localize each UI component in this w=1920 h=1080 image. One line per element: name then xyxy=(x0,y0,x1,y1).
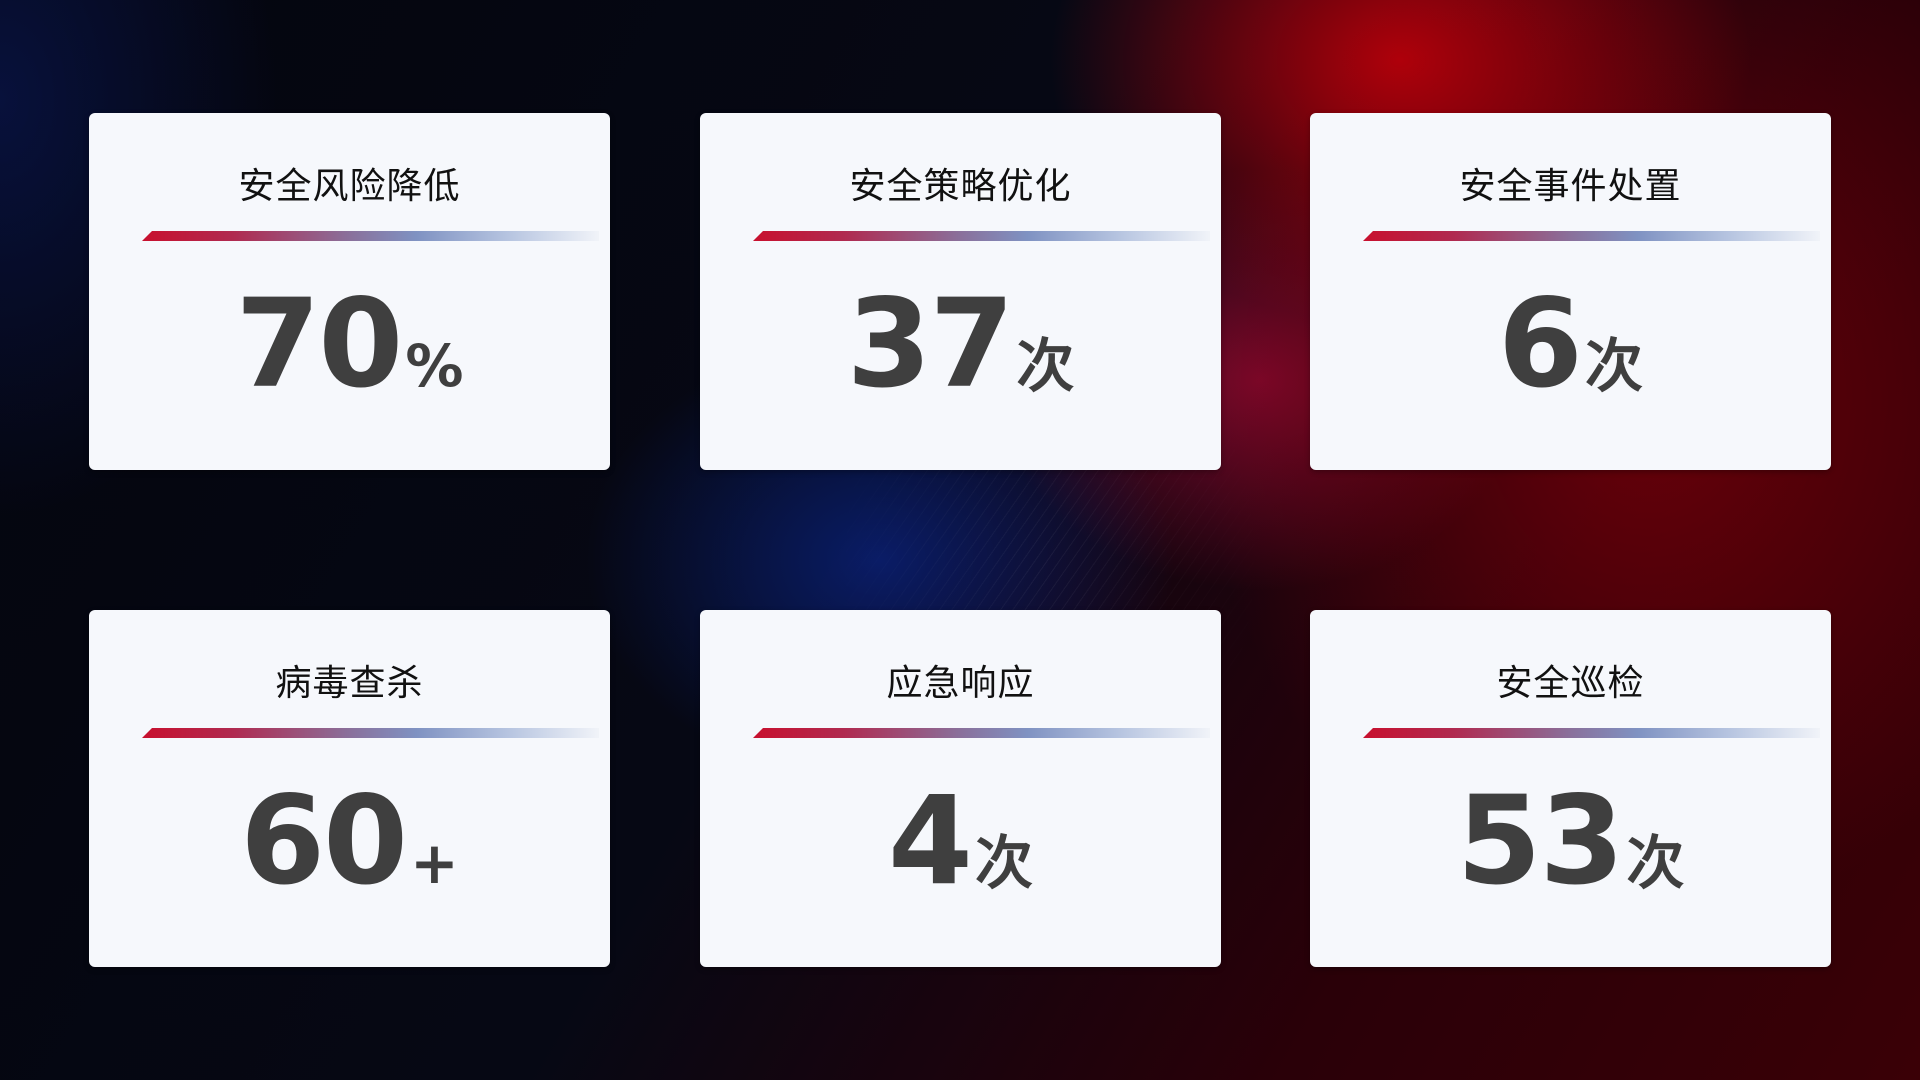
gradient-divider xyxy=(753,728,1210,738)
gradient-divider xyxy=(1363,728,1820,738)
value-number: 60 xyxy=(240,770,408,912)
value-unit: 次 xyxy=(1016,332,1075,400)
stat-card-emergency-response: 应急响应 4次 xyxy=(700,610,1221,967)
stat-card-incident-handling: 安全事件处置 6次 xyxy=(1310,113,1831,470)
card-value: 53次 xyxy=(1310,770,1831,912)
gradient-divider xyxy=(1363,231,1820,241)
stat-card-virus-removal: 病毒查杀 60+ xyxy=(89,610,610,967)
card-value: 37次 xyxy=(700,273,1221,415)
stat-card-security-patrol: 安全巡检 53次 xyxy=(1310,610,1831,967)
value-unit: 次 xyxy=(974,829,1033,897)
card-title: 安全巡检 xyxy=(1496,663,1645,704)
card-value: 70% xyxy=(89,273,610,415)
card-value: 6次 xyxy=(1310,273,1831,415)
value-number: 53 xyxy=(1456,770,1625,912)
stat-card-policy-optimization: 安全策略优化 37次 xyxy=(700,113,1221,470)
gradient-divider xyxy=(142,231,599,241)
value-number: 70 xyxy=(235,273,404,415)
value-unit: + xyxy=(410,829,459,897)
gradient-divider xyxy=(753,231,1210,241)
card-title: 安全风险降低 xyxy=(238,166,461,207)
card-value: 4次 xyxy=(700,770,1221,912)
card-value: 60+ xyxy=(89,770,610,912)
value-number: 37 xyxy=(846,273,1015,415)
gradient-divider xyxy=(142,728,599,738)
card-title: 安全策略优化 xyxy=(849,166,1072,207)
card-title: 病毒查杀 xyxy=(275,663,424,704)
value-number: 4 xyxy=(888,770,973,912)
stat-card-risk-reduction: 安全风险降低 70% xyxy=(89,113,610,470)
value-unit: 次 xyxy=(1626,829,1685,897)
value-unit: 次 xyxy=(1584,332,1643,400)
value-unit: % xyxy=(405,332,464,400)
card-title: 应急响应 xyxy=(886,663,1035,704)
card-title: 安全事件处置 xyxy=(1459,166,1682,207)
value-number: 6 xyxy=(1498,273,1583,415)
